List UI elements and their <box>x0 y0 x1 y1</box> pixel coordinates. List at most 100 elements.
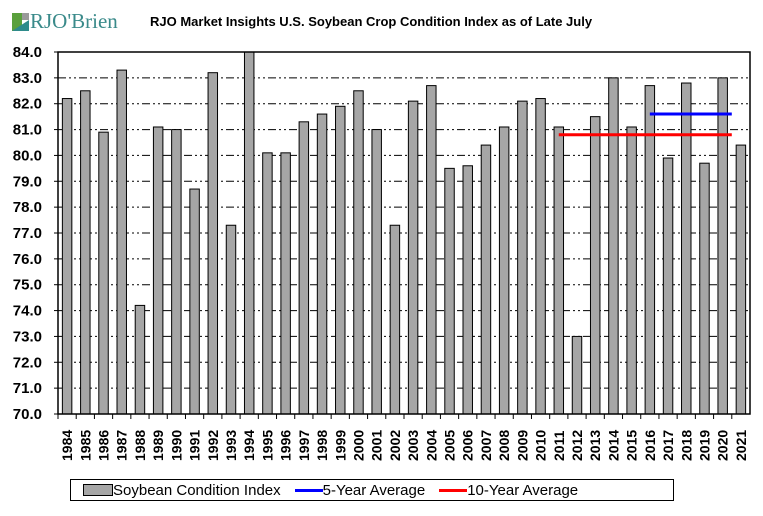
legend-item-index: Soybean Condition Index <box>71 482 281 499</box>
y-tick-label: 73.0 <box>13 328 42 345</box>
legend-label: Soybean Condition Index <box>113 481 281 499</box>
x-tick-label: 2003 <box>405 430 421 461</box>
x-tick-label: 1999 <box>332 430 348 461</box>
legend-label: 5-Year Average <box>322 481 426 499</box>
bar <box>571 335 583 415</box>
y-tick-label: 81.0 <box>13 122 42 139</box>
legend: Soybean Condition Index 5-Year Average 1… <box>70 479 674 501</box>
y-tick-label: 70.0 <box>13 406 42 423</box>
bar <box>280 152 291 415</box>
y-tick-label: 79.0 <box>13 173 42 190</box>
bar <box>517 100 528 415</box>
y-tick-label: 72.0 <box>13 354 42 371</box>
x-tick-label: 2002 <box>387 430 403 461</box>
x-tick-label: 1988 <box>132 430 148 461</box>
bar <box>426 85 437 415</box>
bar <box>626 126 637 415</box>
x-tick-label: 1987 <box>114 430 130 461</box>
x-tick-label: 2019 <box>696 430 712 461</box>
x-tick-label: 1993 <box>223 430 239 461</box>
x-tick-label: 1986 <box>96 430 112 461</box>
legend-swatch-bar <box>83 484 113 496</box>
x-tick-label: 2008 <box>496 430 512 461</box>
average-lines <box>558 112 732 137</box>
x-tick-label: 1996 <box>278 430 294 461</box>
bar <box>171 129 182 415</box>
y-tick-label: 75.0 <box>13 277 42 294</box>
legend-item-5yr: 5-Year Average <box>281 481 426 499</box>
bar <box>662 157 674 415</box>
bar <box>353 90 364 415</box>
x-tick-label: 2021 <box>733 430 749 461</box>
bar <box>298 121 310 415</box>
bar <box>262 152 273 415</box>
bar <box>699 162 710 415</box>
bar <box>98 131 109 415</box>
x-tick-label: 2016 <box>642 430 658 461</box>
bar <box>335 105 346 415</box>
x-tick-label: 1990 <box>168 430 184 461</box>
y-tick-label: 71.0 <box>13 380 42 397</box>
rjobrien-logo <box>12 13 29 31</box>
x-tick-label: 2013 <box>587 430 603 461</box>
bar <box>189 188 200 415</box>
x-tick-label: 1998 <box>314 430 330 461</box>
y-tick-label: 84.0 <box>13 44 42 61</box>
bar <box>480 144 492 415</box>
x-tick-label: 1994 <box>241 430 257 461</box>
x-tick-label: 2009 <box>514 430 530 461</box>
x-tick-label: 2020 <box>715 430 731 461</box>
x-tick-label: 2017 <box>660 430 676 461</box>
legend-label: 10-Year Average <box>467 481 579 499</box>
bar <box>444 167 455 415</box>
y-tick-label: 80.0 <box>13 147 42 164</box>
bar <box>681 82 692 415</box>
x-tick-label: 1989 <box>150 430 166 461</box>
bar <box>207 72 219 415</box>
logo-text: RJO'Brien <box>30 9 118 33</box>
bar <box>389 224 401 415</box>
y-tick-labels: 70.0 71.0 72.0 73.0 74.0 75.0 76.0 77.0 78.0 79.0… <box>13 44 42 423</box>
x-tick-label: 1997 <box>296 430 312 461</box>
bar <box>498 126 510 415</box>
y-tick-label: 76.0 <box>13 251 42 268</box>
x-tick-label: 2012 <box>569 430 585 461</box>
bar <box>717 77 728 415</box>
y-tick-label: 78.0 <box>13 199 42 216</box>
bar <box>316 113 328 415</box>
bar <box>735 144 747 415</box>
legend-item-10yr: 10-Year Average <box>425 482 578 499</box>
y-tick-label: 82.0 <box>13 96 42 113</box>
bar <box>553 126 565 415</box>
x-tick-label: 1985 <box>77 430 93 461</box>
bar <box>61 98 73 415</box>
x-tick-label: 2006 <box>460 430 476 461</box>
bar <box>462 165 473 415</box>
x-tick-labels: 1984 1985 1986 1987 1988 1989 1990 1991 1992 1993… <box>59 430 749 461</box>
plot-frame <box>57 51 751 415</box>
bar <box>535 98 546 415</box>
x-tick-label: 2014 <box>605 430 621 461</box>
x-tick-label: 2005 <box>442 430 458 461</box>
x-tick-label: 2000 <box>350 430 366 461</box>
bar <box>243 51 255 415</box>
x-tick-label: 2010 <box>533 430 549 461</box>
x-tick-label: 1992 <box>205 430 221 461</box>
x-tick-label: 2007 <box>478 430 494 461</box>
x-tick-label: 2004 <box>423 430 439 461</box>
x-tick-label: 2001 <box>369 430 385 461</box>
bar <box>608 77 619 415</box>
bar <box>152 126 164 415</box>
bar <box>407 100 419 415</box>
legend-line-blue <box>294 488 323 492</box>
legend-line-red <box>439 488 468 492</box>
x-tick-label: 2011 <box>551 430 567 461</box>
x-tick-label: 1991 <box>187 430 203 461</box>
x-tick-label: 2018 <box>678 430 694 461</box>
chart: 70.0 71.0 72.0 73.0 74.0 75.0 76.0 77.0 78.0 79.0… <box>13 44 751 461</box>
chart-title: RJO Market Insights U.S. Soybean Crop Co… <box>150 14 593 29</box>
bar <box>225 224 237 415</box>
y-tick-label: 74.0 <box>13 303 42 320</box>
y-tick-label: 83.0 <box>13 70 42 87</box>
x-tick-label: 1995 <box>259 430 275 461</box>
